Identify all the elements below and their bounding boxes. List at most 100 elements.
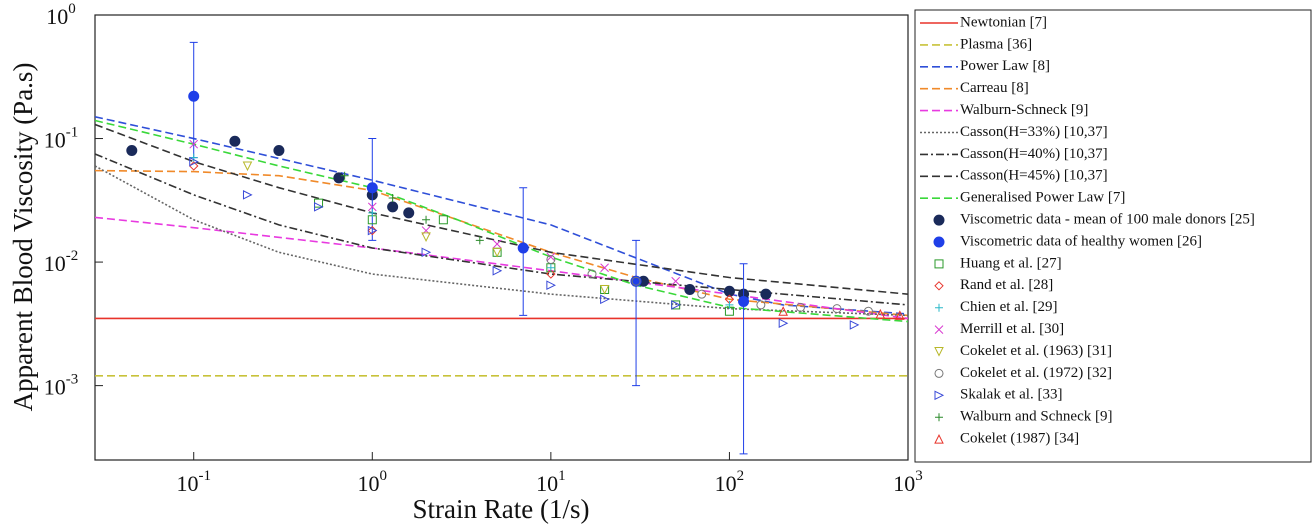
tick-base: 10 <box>46 4 68 29</box>
tick-base: 10 <box>358 471 380 496</box>
marker <box>738 295 750 307</box>
model-line <box>95 169 908 317</box>
marker <box>492 247 502 258</box>
marker <box>517 242 529 254</box>
marker <box>631 276 641 286</box>
marker <box>934 433 944 444</box>
marker <box>630 275 642 287</box>
legend-label: Cokelet et al. (1972) [32] <box>960 365 1112 381</box>
marker <box>587 269 597 279</box>
marker <box>935 413 943 422</box>
marker <box>760 288 772 300</box>
marker <box>229 135 241 147</box>
legend-label: Viscometric data - mean of 100 male dono… <box>960 212 1255 228</box>
marker <box>600 294 610 305</box>
x-axis-label: Strain Rate (1/s) <box>413 494 590 524</box>
marker <box>546 280 556 291</box>
tick-exponent: 3 <box>915 468 923 484</box>
tick-label: 103 <box>893 468 923 496</box>
marker <box>934 347 944 357</box>
tick-exponent: -1 <box>198 468 211 484</box>
marker <box>388 194 397 203</box>
legend-label: Cokelet (1987) [34] <box>960 431 1079 447</box>
error-bar <box>632 239 641 387</box>
marker <box>934 368 944 378</box>
marker <box>368 208 377 217</box>
legend-label: Merrill et al. [30] <box>960 321 1064 337</box>
marker <box>895 310 905 320</box>
legend-label: Rand et al. [28] <box>960 277 1053 293</box>
legend-label: Casson(H=40%) [10,37] <box>960 146 1108 162</box>
marker <box>832 304 842 314</box>
legend-label: Walburn and Schneck [9] <box>960 409 1113 425</box>
model-line <box>95 216 908 320</box>
marker <box>546 252 556 262</box>
plot-area <box>95 41 908 455</box>
legend-label: Viscometric data of healthy women [26] <box>960 233 1202 249</box>
tick-exponent: 0 <box>68 1 76 17</box>
tick-label: 101 <box>536 468 566 496</box>
tick-label: 10-1 <box>44 125 79 153</box>
legend-label: Newtonian [7] <box>960 14 1047 30</box>
marker <box>934 325 944 334</box>
tick-label: 100 <box>358 468 388 496</box>
marker <box>723 285 735 297</box>
tick-base: 10 <box>715 471 737 496</box>
marker <box>314 202 324 212</box>
marker <box>126 145 138 157</box>
marker <box>934 281 944 291</box>
tick-label: 102 <box>715 468 745 496</box>
marker <box>725 300 734 309</box>
marker <box>421 232 431 242</box>
marker <box>756 300 766 310</box>
tick-label: 10-3 <box>44 372 79 400</box>
marker <box>242 161 253 172</box>
marker <box>875 308 886 319</box>
marker <box>492 247 502 257</box>
legend-frame <box>914 9 1312 463</box>
marker <box>546 269 556 279</box>
marker <box>421 247 432 258</box>
tick-base: 10 <box>176 471 198 496</box>
marker <box>546 254 556 264</box>
legend-label: Carreau [8] <box>960 80 1029 96</box>
marker <box>340 171 349 180</box>
marker <box>933 236 945 248</box>
marker <box>366 182 378 194</box>
marker <box>475 236 484 245</box>
legend-label: Cokelet et al. (1963) [31] <box>960 343 1112 359</box>
tick-label: 10-2 <box>44 249 79 277</box>
marker <box>795 302 805 312</box>
marker <box>492 239 502 249</box>
marker <box>671 300 681 310</box>
plot-frame <box>94 14 909 461</box>
marker <box>189 153 198 162</box>
tick-exponent: -2 <box>66 249 79 265</box>
legend-label: Casson(H=33%) [10,37] <box>960 124 1108 140</box>
marker <box>934 259 944 269</box>
model-line <box>95 119 908 323</box>
marker <box>333 172 345 184</box>
marker <box>189 156 199 167</box>
marker <box>778 306 788 316</box>
model-line <box>95 153 908 306</box>
marker <box>546 263 555 272</box>
legend-label: Generalised Power Law [7] <box>960 190 1125 206</box>
marker <box>438 215 448 225</box>
marker <box>367 225 378 236</box>
model-line <box>95 165 908 317</box>
tick-base: 10 <box>44 128 66 153</box>
legend-label: Walburn-Schneck [9] <box>960 102 1088 118</box>
marker <box>849 320 860 330</box>
tick-exponent: 1 <box>558 468 566 484</box>
tick-exponent: 2 <box>737 468 745 484</box>
marker <box>600 284 610 294</box>
legend-label: Skalak et al. [33] <box>960 387 1062 403</box>
tick-exponent: -3 <box>66 372 79 388</box>
tick-label: 100 <box>46 1 76 29</box>
y-axis-label: Apparent Blood Viscosity (Pa.s) <box>8 63 38 412</box>
marker <box>933 214 945 226</box>
marker <box>242 190 253 200</box>
legend-label: Huang et al. [27] <box>960 255 1062 271</box>
